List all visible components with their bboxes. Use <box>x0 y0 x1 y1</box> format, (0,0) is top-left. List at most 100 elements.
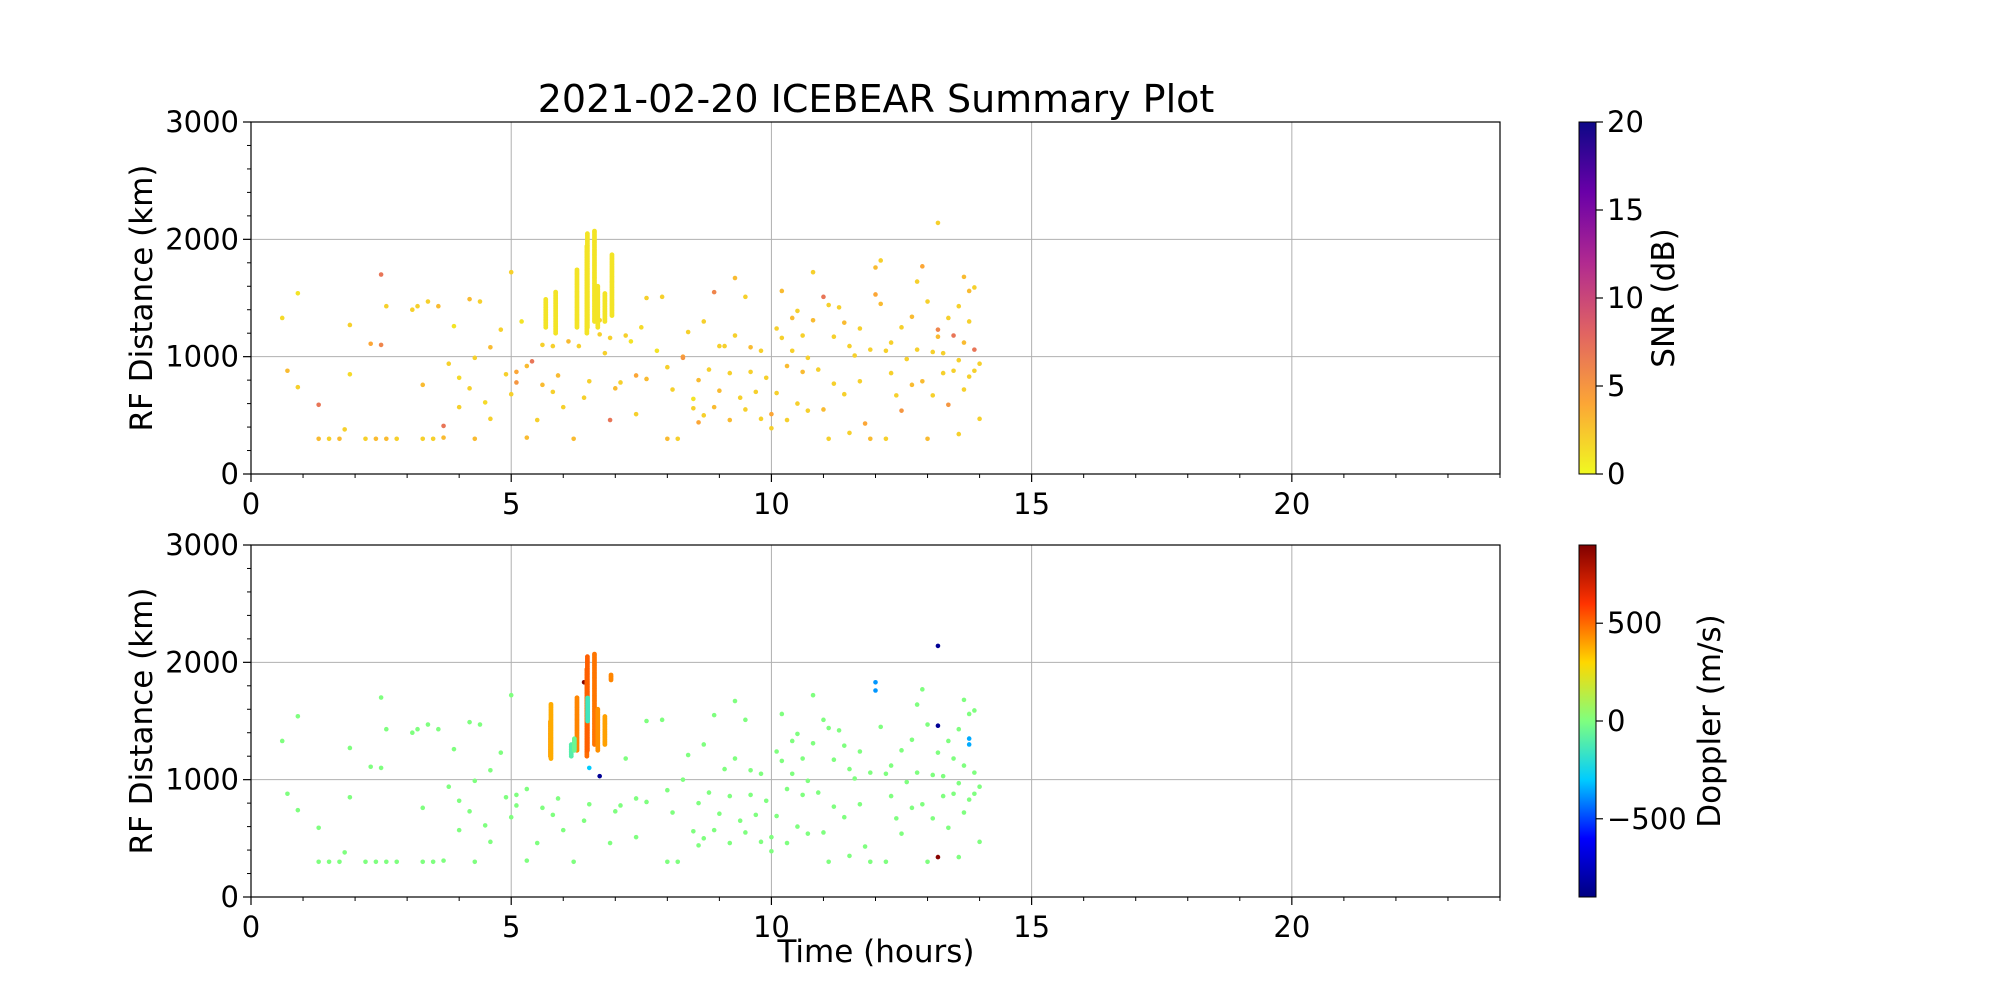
doppler-scatter-point <box>857 802 863 807</box>
doppler-scatter-point <box>810 740 816 746</box>
x-axis-label: Time (hours) <box>776 934 974 970</box>
doppler-scatter-point <box>888 763 894 768</box>
doppler-scatter-point <box>732 756 738 761</box>
snr-scatter-point <box>899 408 904 413</box>
snr-scatter-point <box>940 370 946 376</box>
doppler-scatter-point <box>623 756 628 761</box>
doppler-scatter-point <box>571 859 576 865</box>
snr-colorbar-ticks: 0 5 10 15 20 <box>1596 105 1644 491</box>
snr-scatter-point <box>748 344 753 350</box>
doppler-scatter-point <box>503 794 509 800</box>
doppler-scatter-point <box>378 765 384 771</box>
figure-title: 2021-02-20 ICEBEAR Summary Plot <box>538 77 1215 121</box>
doppler-scatter-point <box>821 717 826 723</box>
snr-scatter-point <box>368 341 373 347</box>
doppler-scatter-point <box>935 723 941 728</box>
doppler-scatter-point <box>420 805 426 811</box>
doppler-scatter-point <box>961 810 967 815</box>
doppler-cluster-point <box>595 706 601 712</box>
snr-scatter-point <box>717 388 722 393</box>
snr-scatter-point <box>758 348 764 354</box>
snr-colorbar-tick-label: 20 <box>1607 105 1644 139</box>
snr-scatter-point <box>888 340 894 345</box>
snr-scatter-point <box>935 220 941 226</box>
doppler-scatter-point <box>384 726 389 732</box>
snr-scatter-point <box>691 405 696 411</box>
snr-scatter-point <box>597 332 602 337</box>
snr-scatter-point <box>951 333 956 338</box>
doppler-scatter-point <box>680 777 686 782</box>
doppler-scatter-point <box>711 712 717 718</box>
doppler-scatter-point <box>586 802 592 807</box>
doppler-scatter-point <box>758 839 764 845</box>
doppler-colorbar-label: Doppler (m/s) <box>1692 614 1728 827</box>
doppler-colorbar-fill <box>1578 544 1597 898</box>
doppler-scatter-point <box>899 748 904 753</box>
doppler-scatter-point <box>670 810 675 815</box>
doppler-scatter-point <box>691 828 696 834</box>
doppler-scatter-point <box>555 796 561 801</box>
snr-scatter-point <box>930 393 936 398</box>
snr-scatter-point <box>774 390 779 396</box>
doppler-scatter-point <box>451 746 457 752</box>
snr-scatter-point <box>961 340 967 345</box>
snr-scatter-point <box>342 427 347 432</box>
doppler-scatter-point <box>826 859 831 865</box>
doppler-scatter-point <box>789 771 795 777</box>
snr-scatter-point <box>774 326 779 331</box>
snr-x-tick-label: 0 <box>242 487 260 521</box>
doppler-scatter-point <box>779 711 785 717</box>
doppler-scatter-point <box>873 688 878 693</box>
doppler-scatter-point <box>805 778 811 784</box>
snr-scatter-point <box>878 301 884 307</box>
snr-scatter-point <box>795 308 800 314</box>
snr-scatter-point <box>607 335 613 341</box>
doppler-scatter-point <box>696 843 701 848</box>
snr-scatter-point <box>472 436 478 442</box>
snr-scatter-point <box>784 417 790 423</box>
doppler-scatter-point <box>378 695 384 700</box>
snr-scatter-point <box>540 342 545 348</box>
doppler-scatter-point <box>696 800 701 806</box>
snr-scatter-point <box>743 294 748 300</box>
doppler-scatter-point <box>316 825 321 831</box>
snr-scatter-point <box>503 371 509 377</box>
snr-colorbar-tick-label: 5 <box>1607 369 1625 403</box>
snr-scatter-point <box>743 407 748 412</box>
snr-scatter-point <box>935 334 941 340</box>
snr-scatter-point <box>946 402 951 408</box>
snr-x-tick-label: 20 <box>1273 487 1310 521</box>
doppler-scatter-point <box>956 726 962 732</box>
doppler-scatter-point <box>425 722 431 727</box>
doppler-scatter-point <box>285 791 290 797</box>
snr-scatter-point <box>732 333 738 338</box>
snr-scatter-point <box>753 389 759 395</box>
doppler-scatter-point <box>415 726 420 732</box>
doppler-scatter-point <box>342 850 347 855</box>
doppler-scatter-point <box>597 773 602 779</box>
snr-scatter-point <box>966 288 972 294</box>
doppler-cluster-point <box>571 736 577 742</box>
doppler-scatter-point <box>384 859 389 865</box>
snr-scatter-point <box>940 350 946 356</box>
snr-scatter-point <box>488 344 493 350</box>
snr-scatter-point <box>925 436 930 442</box>
snr-scatter-point <box>670 387 675 392</box>
snr-scatter-point <box>373 436 379 442</box>
doppler-scatter-point <box>899 831 904 836</box>
doppler-scatter-point <box>935 750 941 755</box>
snr-scatter-point <box>873 292 878 297</box>
doppler-scatter-point <box>784 840 790 846</box>
snr-scatter-point <box>701 413 707 418</box>
snr-scatter-point <box>847 430 852 436</box>
doppler-scatter-point <box>810 692 816 698</box>
doppler-scatter-point <box>441 858 446 863</box>
snr-scatter-point <box>633 411 639 417</box>
doppler-cluster-point <box>548 701 554 707</box>
snr-scatter-point <box>384 303 389 309</box>
doppler-scatter-point <box>805 831 811 836</box>
doppler-scatter-point <box>977 784 982 790</box>
doppler-scatter-point <box>706 790 712 795</box>
snr-scatter-point <box>524 363 530 369</box>
snr-scatter-point <box>972 368 977 374</box>
